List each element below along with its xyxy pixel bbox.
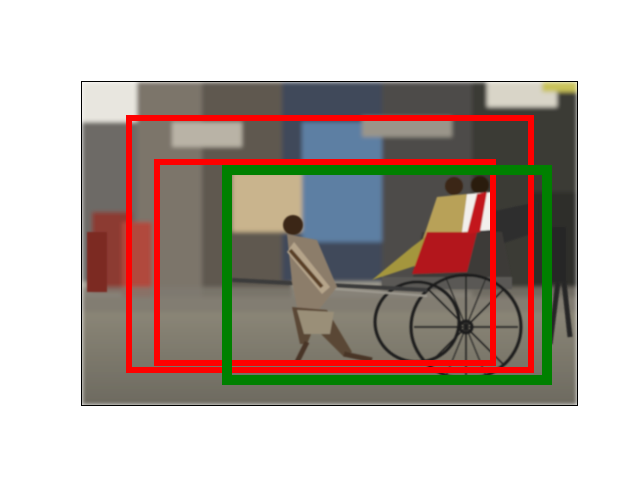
bounding-boxes (126, 115, 552, 385)
box-inner-red (154, 159, 496, 366)
box-green (222, 165, 552, 385)
street-photo (82, 82, 577, 405)
photo-figure (81, 81, 578, 406)
box-outer-red (126, 115, 534, 373)
rickshaw-scene (87, 176, 573, 381)
